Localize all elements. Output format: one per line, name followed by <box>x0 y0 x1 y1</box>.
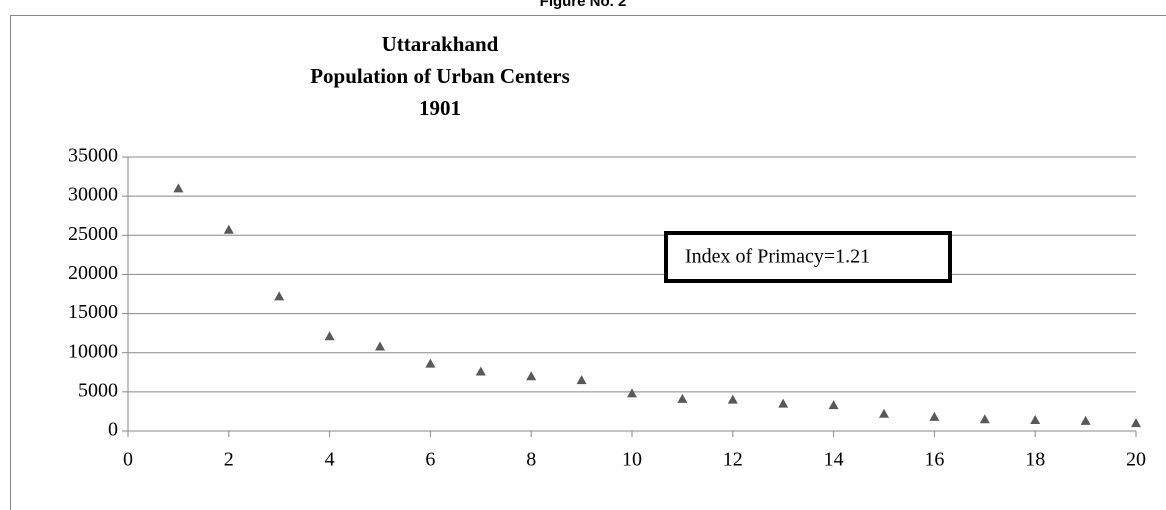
point <box>1080 415 1091 425</box>
y-tick-label: 25000 <box>68 223 118 245</box>
point <box>475 366 486 376</box>
point <box>979 414 990 424</box>
x-tick-label: 18 <box>1025 449 1045 471</box>
point <box>727 394 738 404</box>
x-tick-label: 4 <box>325 449 335 471</box>
point <box>576 375 587 385</box>
chart-title: 1901 <box>419 96 461 120</box>
x-tick-label: 14 <box>824 449 844 471</box>
point <box>526 371 537 381</box>
y-tick-label: 20000 <box>68 262 118 284</box>
y-tick-label: 30000 <box>68 184 118 206</box>
x-tick-label: 10 <box>622 449 642 471</box>
point <box>425 358 436 368</box>
x-tick-label: 12 <box>723 449 743 471</box>
y-tick-label: 10000 <box>68 340 118 362</box>
chart-title: Population of Urban Centers <box>310 64 570 88</box>
chart-border <box>10 15 1166 510</box>
point <box>274 291 285 301</box>
point <box>375 341 385 351</box>
point <box>778 398 789 408</box>
point <box>1131 418 1141 428</box>
point <box>879 408 889 418</box>
point <box>929 411 940 421</box>
point <box>324 331 335 341</box>
figure-label: Figure No. 2 <box>540 0 627 10</box>
y-tick-label: 35000 <box>68 145 118 167</box>
x-tick-label: 8 <box>526 449 536 471</box>
point <box>173 183 184 193</box>
point <box>1030 415 1041 425</box>
point <box>223 224 234 234</box>
y-tick-label: 15000 <box>68 301 118 323</box>
y-tick-label: 5000 <box>78 379 118 401</box>
x-tick-label: 20 <box>1126 449 1146 471</box>
annotation: Index of Primacy=1.21 <box>685 246 870 268</box>
x-tick-label: 16 <box>924 449 944 471</box>
point <box>627 388 637 398</box>
x-tick-label: 0 <box>123 449 133 471</box>
x-tick-label: 6 <box>425 449 435 471</box>
chart-title: Uttarakhand <box>382 32 499 56</box>
y-tick-label: 0 <box>108 419 118 441</box>
point <box>828 400 839 410</box>
point <box>677 393 688 403</box>
x-tick-label: 2 <box>224 449 234 471</box>
annotation-box <box>664 231 952 283</box>
